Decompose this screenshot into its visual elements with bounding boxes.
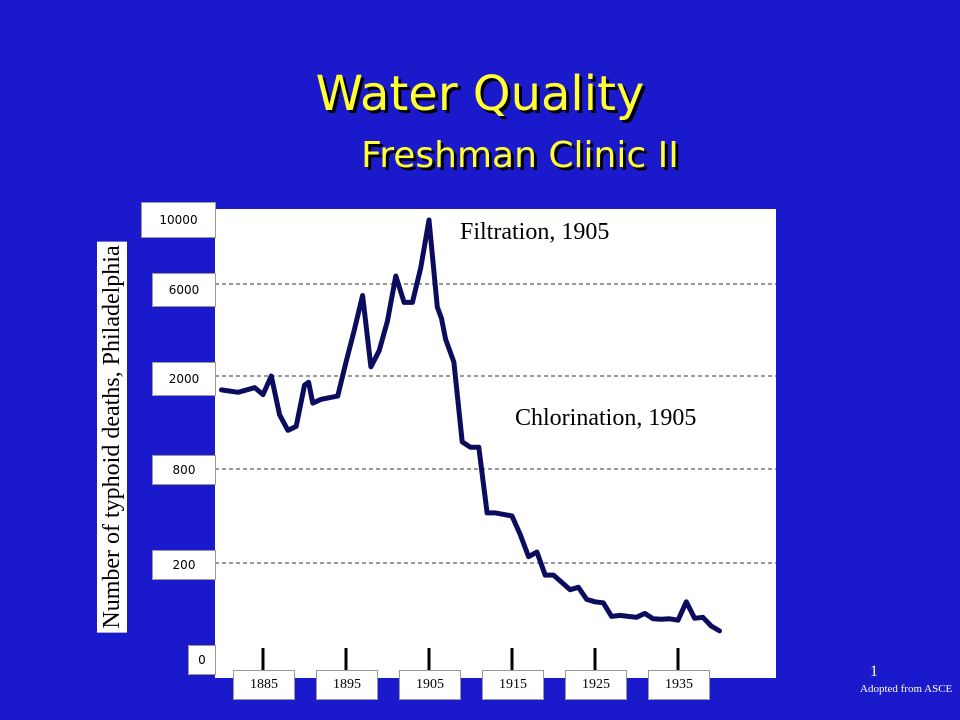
x-tick-marks — [261, 648, 680, 670]
x-tick-label: 1905 — [399, 670, 461, 700]
page-number: 1 — [870, 663, 878, 680]
y-axis-title-text: Number of typhoid deaths, Philadelphia — [97, 241, 127, 633]
annotation-filtration: Filtration, 1905 — [460, 219, 610, 245]
slide-subtitle: Freshman Clinic II — [361, 135, 679, 176]
y-tick-label: 6000 — [152, 273, 216, 307]
x-tick-label: 1885 — [233, 670, 295, 700]
y-tick-label: 10000 — [141, 202, 216, 238]
annotation-chlorination: Chlorination, 1905 — [515, 405, 697, 431]
slide-title: Water Quality — [315, 66, 645, 122]
y-tick-label: 2000 — [152, 362, 216, 396]
credit-note: Adopted from ASCE — [860, 683, 953, 695]
y-tick-label: 800 — [152, 455, 216, 485]
y-tick-label: 200 — [152, 550, 216, 580]
grid — [215, 283, 776, 564]
x-tick-label: 1925 — [565, 670, 627, 700]
series-line — [219, 217, 722, 634]
y-tick-label: 0 — [188, 645, 216, 675]
x-tick-label: 1915 — [482, 670, 544, 700]
x-tick-label: 1895 — [316, 670, 378, 700]
plot-area — [215, 209, 776, 678]
x-tick-label: 1935 — [648, 670, 710, 700]
